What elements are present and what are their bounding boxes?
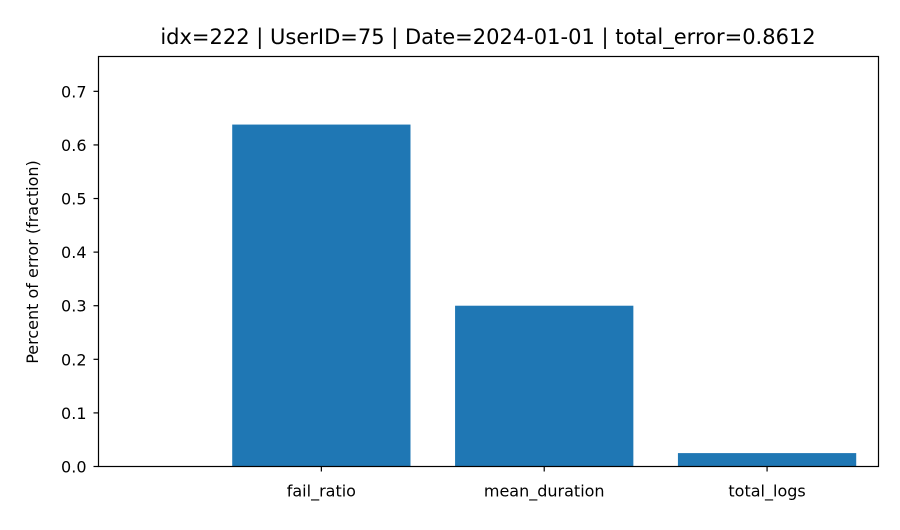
chart-title: idx=222 | UserID=75 | Date=2024-01-01 | … xyxy=(160,25,815,50)
y-tick-label: 0.1 xyxy=(61,404,86,423)
x-tick-label: mean_duration xyxy=(484,482,605,502)
x-axis: fail_ratio mean_duration total_logs xyxy=(287,466,806,502)
y-tick-label: 0.5 xyxy=(61,190,86,209)
bar-mean-duration xyxy=(455,305,634,467)
y-tick-label: 0.4 xyxy=(61,243,86,262)
y-tick-label: 0.6 xyxy=(61,136,86,155)
bar-total-logs xyxy=(677,453,857,467)
y-axis: 0.0 0.1 0.2 0.3 0.4 0.5 0.6 0.7 xyxy=(61,82,99,477)
y-axis-label: Percent of error (fraction) xyxy=(23,160,42,364)
x-tick-label: fail_ratio xyxy=(287,482,356,502)
y-tick-label: 0.2 xyxy=(61,350,86,369)
y-tick-label: 0.7 xyxy=(61,82,86,101)
y-tick-label: 0.3 xyxy=(61,297,86,316)
y-tick-label: 0.0 xyxy=(61,458,86,477)
bars-group xyxy=(232,124,857,467)
x-tick-label: total_logs xyxy=(728,482,805,502)
bar-fail-ratio xyxy=(232,124,411,467)
plot-area-frame xyxy=(97,55,880,468)
